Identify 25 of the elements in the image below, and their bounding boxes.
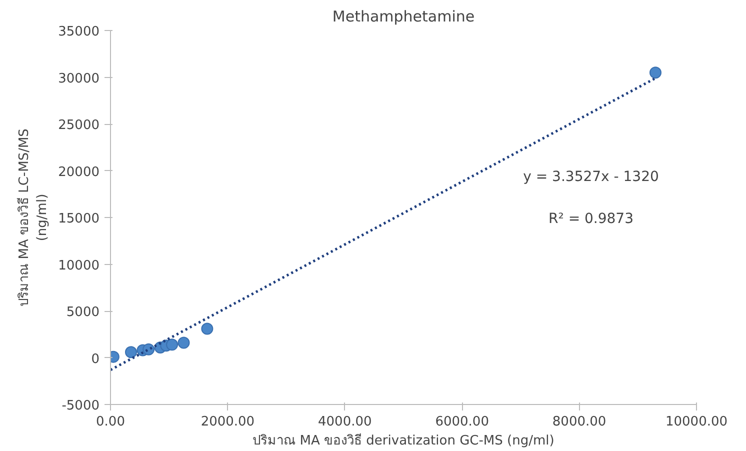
chart-title: Methamphetamine <box>332 8 475 26</box>
x-tick-label: 6000.00 <box>435 414 489 430</box>
y-tick-label: -5000 <box>62 398 100 414</box>
y-tick-label: 25000 <box>58 118 100 133</box>
point <box>125 346 138 358</box>
annotation: y = 3.3527x - 1320 <box>523 168 659 185</box>
x-tick-label: 8000.00 <box>552 414 606 430</box>
point <box>201 322 214 335</box>
y-tick-label: 5000 <box>66 305 100 320</box>
y-tick-label: 30000 <box>58 71 100 86</box>
y-tick-label: 10000 <box>58 258 100 274</box>
y-tick-label: 35000 <box>58 24 100 40</box>
annotation: R² = 0.9873 <box>548 210 634 227</box>
y-tick-label: 15000 <box>58 212 100 226</box>
x-tick-label: 2000.00 <box>200 414 255 430</box>
point <box>178 336 190 349</box>
x-tick-label: 0.00 <box>96 414 125 430</box>
x-axis-title: ปริมาณ MA ของวิธี derivatization GC-MS (ng/ml) <box>252 432 554 448</box>
y-axis-title: ปริมาณ MA ของวิธี LC-MS/MS (ng/ml) <box>16 128 50 306</box>
point <box>649 66 662 79</box>
y-tick-label: 20000 <box>58 164 100 180</box>
x-tick-label: 10000.00 <box>665 414 728 430</box>
x-tick-label: 4000.00 <box>318 414 372 430</box>
point <box>166 338 178 351</box>
y-tick-label: 0 <box>91 352 100 367</box>
